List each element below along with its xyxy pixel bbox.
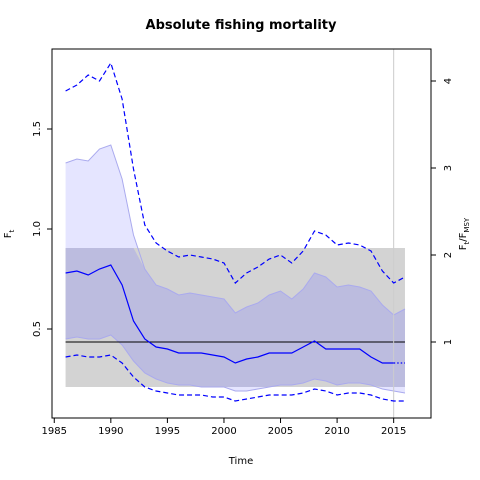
x-tick-label: 2010 <box>324 426 349 437</box>
x-tick-label: 2005 <box>268 426 293 437</box>
estimate-series-line <box>65 264 394 364</box>
y-right-tick-label: 4 <box>443 78 454 84</box>
x-tick-label: 1985 <box>42 426 67 437</box>
ci-msy-overlap-band <box>65 248 405 387</box>
y-right-tick-label: 1 <box>443 339 454 345</box>
prediction-upper-dashed-line <box>65 61 406 284</box>
x-tick-label: 1990 <box>98 426 123 437</box>
chart-title: Absolute fishing mortality <box>146 18 337 33</box>
x-tick-label: 1995 <box>155 426 180 437</box>
x-axis-label: Time <box>228 456 253 467</box>
prediction-lower-dashed-line <box>65 354 405 402</box>
x-tick-label: 2000 <box>211 426 236 437</box>
y-tick-label: 1.5 <box>32 121 43 137</box>
y-right-tick-label: 2 <box>443 252 454 258</box>
x-tick-label: 2015 <box>381 426 406 437</box>
y-axis-right-label: Ft/FMSY <box>458 217 471 250</box>
plot-frame <box>51 48 432 419</box>
y-axis-left: 0.5 1.0 1.5 <box>32 121 52 337</box>
ci-upper-edge <box>65 144 406 316</box>
y-axis-label: Ft <box>3 229 16 238</box>
y-tick-label: 0.5 <box>32 321 43 337</box>
y-tick-label: 1.0 <box>32 221 43 237</box>
y-right-tick-label: 3 <box>443 165 454 171</box>
y-axis-right: 1 2 3 4 <box>431 78 454 345</box>
x-axis: 1985 1990 1995 2000 2005 2010 2015 <box>42 418 406 437</box>
ci-lower-edge <box>65 334 406 394</box>
